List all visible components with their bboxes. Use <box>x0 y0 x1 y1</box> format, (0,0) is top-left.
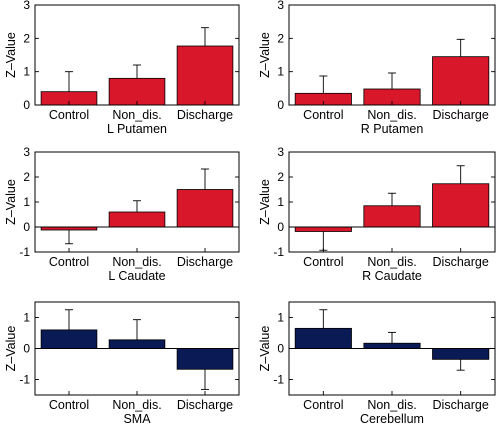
x-tick-label: Discharge <box>177 398 233 412</box>
y-tick-label: 0 <box>23 220 30 234</box>
chart-panel: -1 0 1 2 3 Control Non_dis. Discharge L Caudate Z… <box>4 145 240 283</box>
x-tick-label: Control <box>49 108 89 122</box>
y-tick-label: -1 <box>19 373 30 387</box>
y-tick-label: 2 <box>277 170 284 184</box>
x-axis-label: R Caudate <box>362 269 422 283</box>
bar <box>176 45 234 106</box>
x-axis-label: L Putamen <box>107 122 167 136</box>
x-axis-label: R Putamen <box>361 122 424 136</box>
bar <box>108 211 166 228</box>
bar <box>363 342 421 349</box>
x-tick-label: Non_dis. <box>367 255 416 269</box>
y-tick-label: 2 <box>23 170 30 184</box>
y-axis-label: Z–Value <box>258 32 272 78</box>
x-tick-label: Discharge <box>433 255 489 269</box>
bar <box>176 348 234 370</box>
y-tick-label: -1 <box>273 373 284 387</box>
y-tick-label: 3 <box>23 0 30 12</box>
y-tick-label: 0 <box>277 342 284 356</box>
y-tick-label: 0 <box>23 98 30 112</box>
chart-panel: 0 1 2 3 Control Non_dis. Discharge R Putamen Z–V… <box>258 0 496 136</box>
y-tick-label: 2 <box>23 31 30 45</box>
x-tick-label: Non_dis. <box>112 255 161 269</box>
y-tick-label: -1 <box>19 245 30 259</box>
x-tick-label: Non_dis. <box>367 108 416 122</box>
x-axis-label: L Caudate <box>108 269 165 283</box>
x-tick-label: Discharge <box>177 108 233 122</box>
y-tick-label: 1 <box>277 195 284 209</box>
chart-panel: 0 1 2 3 Control Non_dis. Discharge L Putamen Z–V… <box>4 0 240 136</box>
bar <box>108 339 166 349</box>
chart-panel: -1 0 1 Control Non_dis. Discharge SMA Z–Value <box>4 301 240 426</box>
bar <box>108 77 166 106</box>
y-axis-label: Z–Value <box>4 326 18 372</box>
y-axis-label: Z–Value <box>258 179 272 225</box>
y-tick-label: -1 <box>273 245 284 259</box>
bar <box>432 183 490 228</box>
y-axis-label: Z–Value <box>258 326 272 372</box>
x-axis-label: Cerebellum <box>360 412 424 426</box>
x-tick-label: Discharge <box>433 398 489 412</box>
y-tick-label: 0 <box>277 98 284 112</box>
bar <box>176 189 234 228</box>
x-tick-label: Control <box>49 255 89 269</box>
chart-panel: -1 0 1 2 3 Control Non_dis. Discharge R Caudate Z… <box>258 145 496 283</box>
bar <box>363 205 421 228</box>
y-tick-label: 1 <box>277 311 284 325</box>
y-tick-label: 0 <box>23 342 30 356</box>
x-tick-label: Non_dis. <box>367 398 416 412</box>
y-axis-label: Z–Value <box>4 179 18 225</box>
y-tick-label: 1 <box>23 65 30 79</box>
y-tick-label: 3 <box>277 0 284 12</box>
chart-panel: -1 0 1 Control Non_dis. Discharge Cerebellum Z–… <box>258 301 496 426</box>
y-tick-label: 2 <box>277 31 284 45</box>
bar <box>294 226 352 232</box>
x-tick-label: Discharge <box>177 255 233 269</box>
x-tick-label: Control <box>303 255 343 269</box>
bar <box>294 327 352 349</box>
y-tick-label: 1 <box>23 195 30 209</box>
bar <box>40 329 98 349</box>
x-axis-label: SMA <box>123 412 151 426</box>
x-tick-label: Control <box>303 398 343 412</box>
bar <box>432 56 490 106</box>
y-tick-label: 0 <box>277 220 284 234</box>
y-tick-label: 1 <box>277 65 284 79</box>
y-tick-label: 1 <box>23 311 30 325</box>
bar <box>432 348 490 360</box>
x-tick-label: Control <box>303 108 343 122</box>
x-tick-label: Discharge <box>433 108 489 122</box>
y-axis-label: Z–Value <box>4 32 18 78</box>
y-tick-label: 3 <box>277 145 284 159</box>
x-tick-label: Non_dis. <box>112 398 161 412</box>
x-tick-label: Non_dis. <box>112 108 161 122</box>
y-tick-label: 3 <box>23 145 30 159</box>
x-tick-label: Control <box>49 398 89 412</box>
